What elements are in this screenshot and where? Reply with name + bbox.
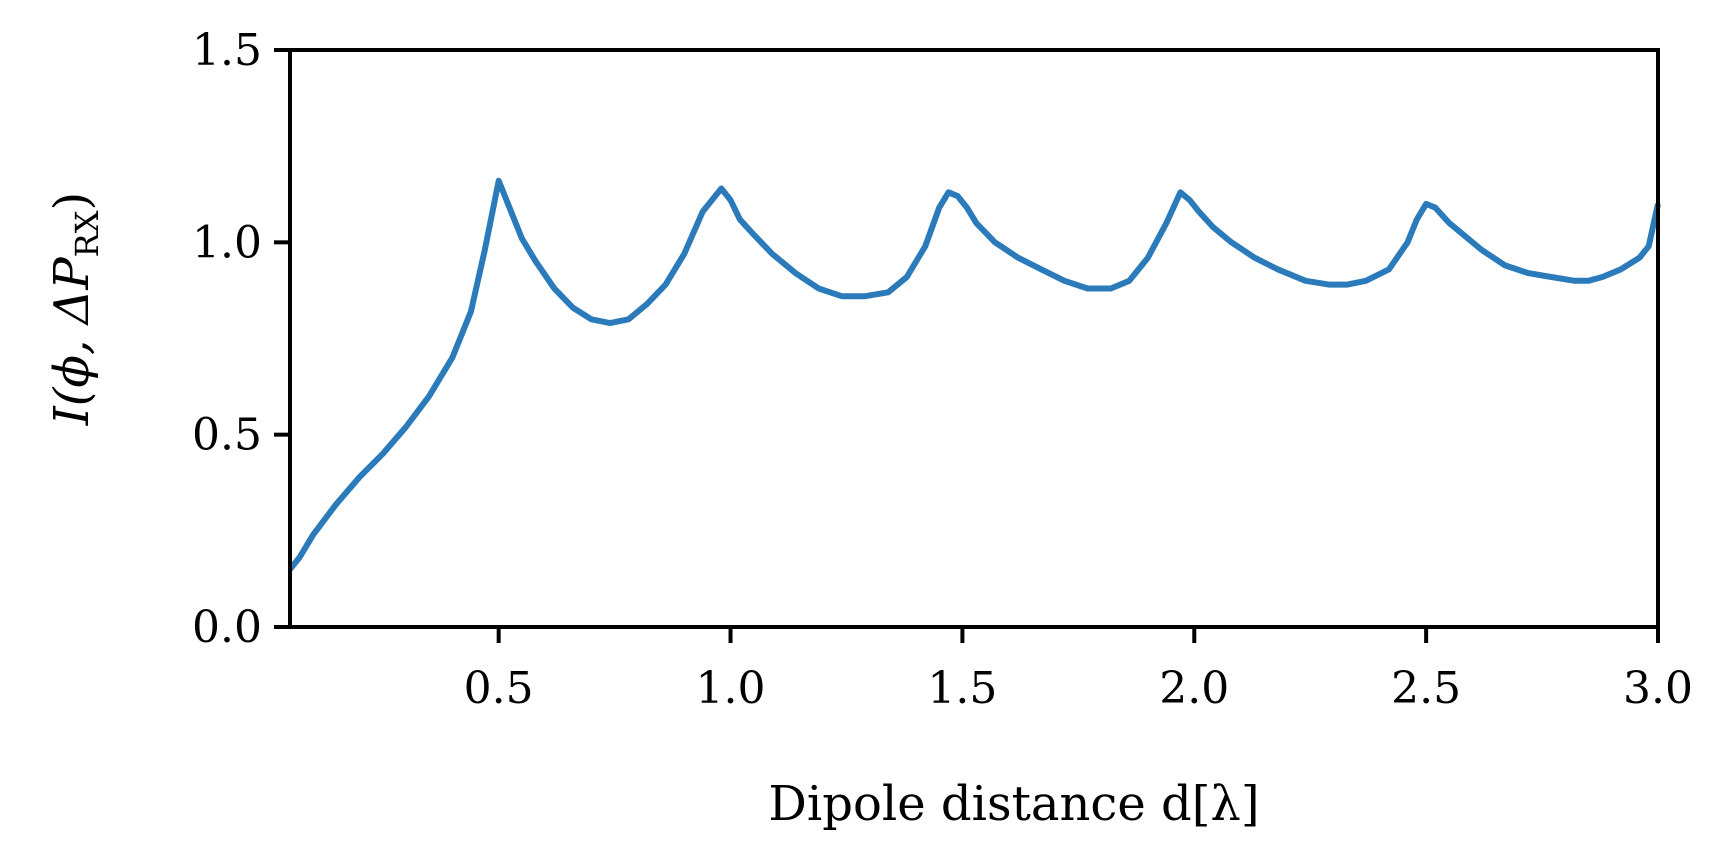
x-tick-label: 2.5 (1391, 663, 1461, 714)
series-line-0 (287, 177, 1661, 572)
y-axis-label-close: ) (44, 192, 100, 211)
x-tick-label: 1.0 (696, 663, 766, 714)
y-tick-label: 1.0 (192, 217, 262, 268)
x-tick-label: 0.5 (464, 663, 534, 714)
y-axis-label-subscript: RX (68, 210, 106, 257)
x-tick-label: 2.0 (1159, 663, 1229, 714)
x-axis-ticks: 0.5 1.0 1.5 2.0 2.5 3.0 (464, 627, 1693, 714)
x-tick-label: 1.5 (927, 663, 997, 714)
y-axis-ticks: 0.0 0.5 1.0 1.5 (192, 25, 290, 653)
y-tick-label: 0.0 (192, 602, 262, 653)
y-axis-label-main: I(ϕ, ΔP (44, 257, 100, 427)
x-tick-label: 3.0 (1623, 663, 1693, 714)
y-tick-label: 1.5 (192, 25, 262, 76)
y-axis-label: I(ϕ, ΔPRX) (44, 192, 106, 427)
x-axis-label: Dipole distance d[λ] (768, 776, 1259, 832)
series-layer (287, 177, 1661, 572)
y-tick-label: 0.5 (192, 410, 262, 461)
plot-frame (288, 48, 1660, 629)
